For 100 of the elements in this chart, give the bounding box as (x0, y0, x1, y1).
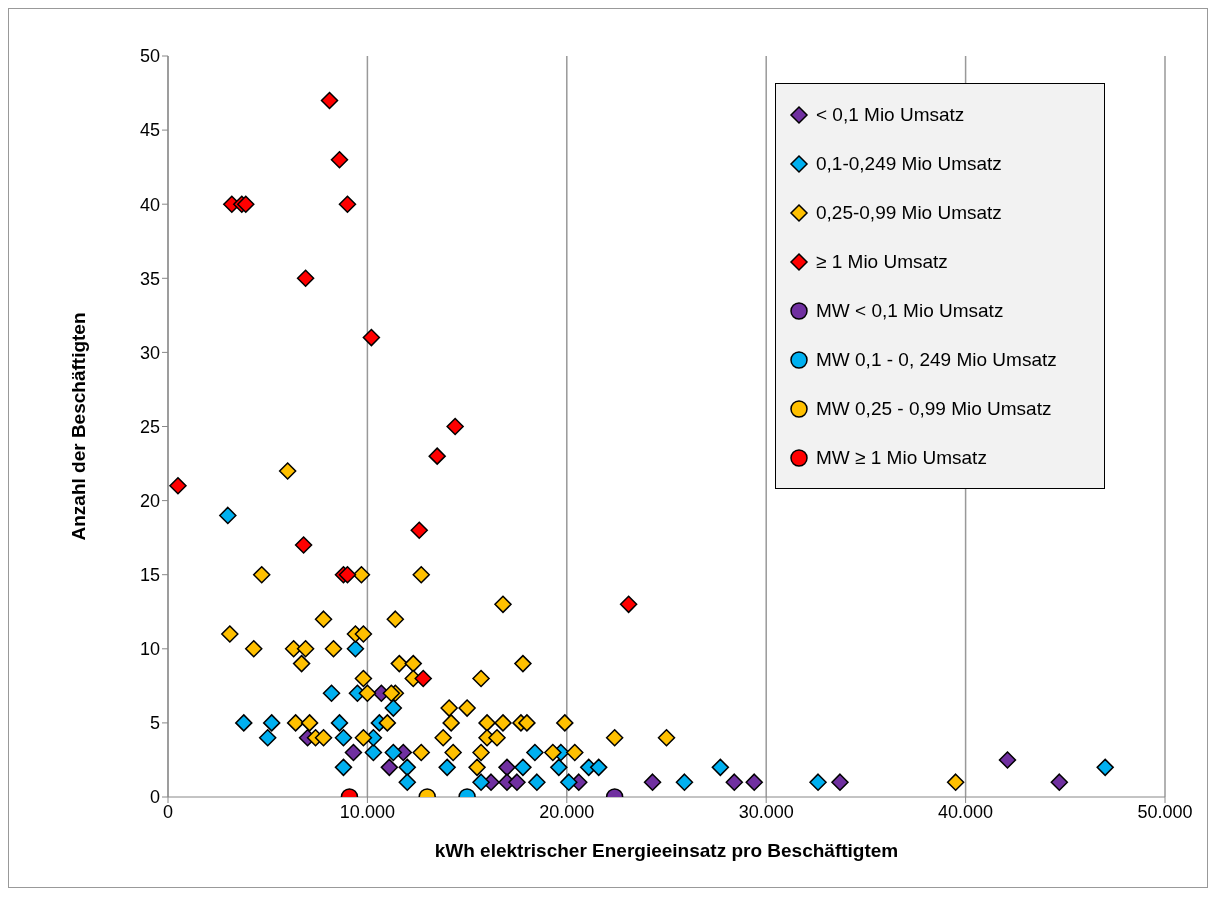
point (324, 640, 343, 658)
point (494, 595, 512, 614)
point (322, 684, 341, 703)
point (438, 758, 456, 777)
point (221, 625, 239, 643)
point (643, 773, 662, 791)
point (354, 625, 373, 643)
point (440, 699, 458, 717)
point (472, 773, 490, 791)
point (472, 669, 490, 688)
point (528, 773, 546, 791)
point (556, 714, 574, 732)
point (384, 743, 403, 762)
legend-label: ≥ 1 Mio Umsatz (816, 250, 948, 273)
point (442, 714, 460, 732)
point (296, 640, 315, 658)
point (352, 565, 371, 584)
point (589, 758, 608, 777)
point (619, 595, 638, 614)
point (544, 743, 562, 762)
point (358, 684, 377, 703)
y-tick-label: 50 (139, 46, 160, 67)
point (566, 743, 584, 762)
point (344, 743, 363, 762)
legend-label: 0,25-0,99 Mio Umsatz (816, 201, 1002, 224)
legend-label: MW 0,25 - 0,99 Mio Umsatz (816, 397, 1052, 420)
point (278, 462, 297, 480)
point (605, 728, 624, 747)
point (334, 758, 353, 777)
point (384, 699, 403, 717)
y-axis-title: Anzahl der Beschäftigten (67, 312, 89, 541)
point (468, 758, 486, 777)
point (219, 506, 237, 525)
point (514, 654, 532, 673)
point (446, 417, 464, 436)
point (998, 751, 1017, 769)
point (314, 610, 333, 628)
y-tick-label: 10 (139, 639, 160, 660)
x-tick-label: 50.000 (1137, 801, 1193, 822)
point (514, 758, 532, 777)
point (338, 565, 357, 584)
point (458, 699, 476, 717)
x-tick-label: 10.000 (339, 801, 395, 822)
point (320, 91, 339, 110)
point (657, 728, 676, 747)
y-tick-label: 20 (139, 490, 160, 511)
point (404, 654, 423, 673)
point (809, 773, 827, 791)
point (330, 714, 349, 732)
y-tick-label: 45 (139, 120, 160, 141)
legend-label: MW 0,1 - 0, 249 Mio Umsatz (816, 348, 1057, 371)
point (262, 714, 281, 732)
point (252, 565, 271, 584)
y-tick-label: 15 (139, 565, 160, 586)
point (237, 195, 255, 213)
legend-label: MW ≥ 1 Mio Umsatz (816, 446, 987, 469)
point (1050, 773, 1069, 791)
point (518, 714, 536, 732)
point (508, 773, 526, 791)
point (362, 328, 381, 347)
x-tick-label: 30.000 (738, 801, 794, 822)
point (300, 714, 319, 732)
point (334, 728, 353, 747)
point (444, 743, 462, 762)
point (550, 758, 568, 777)
legend-label: < 0,1 Mio Umsatz (816, 103, 965, 126)
point (296, 269, 315, 288)
point (386, 610, 405, 628)
point (398, 773, 417, 791)
point (478, 714, 496, 732)
y-tick-label: 35 (139, 268, 160, 289)
point (560, 773, 578, 791)
point (258, 728, 277, 747)
point (354, 728, 373, 747)
x-tick-label: 40.000 (938, 801, 994, 822)
y-tick-label: 25 (139, 416, 160, 437)
point (398, 758, 417, 777)
point (725, 773, 744, 791)
point (412, 565, 430, 584)
point (169, 477, 187, 495)
point (675, 773, 694, 791)
point (338, 195, 357, 213)
legend-label: 0,1-0,249 Mio Umsatz (816, 152, 1002, 175)
point (380, 758, 399, 777)
point (354, 669, 373, 688)
y-tick-label: 40 (139, 194, 160, 215)
point (412, 743, 430, 762)
point (472, 743, 490, 762)
point (286, 714, 305, 732)
x-axis-title: kWh elektrischer Energieeinsatz pro Beschäftigtem (434, 840, 899, 861)
point (378, 714, 397, 732)
point (314, 728, 333, 747)
point (831, 773, 849, 791)
legend-label: MW < 0,1 Mio Umsatz (816, 299, 1004, 322)
point (946, 773, 965, 791)
x-tick-label: 0 (162, 801, 174, 822)
point (292, 654, 311, 673)
point (745, 773, 763, 791)
point (434, 728, 452, 747)
point (346, 640, 365, 658)
